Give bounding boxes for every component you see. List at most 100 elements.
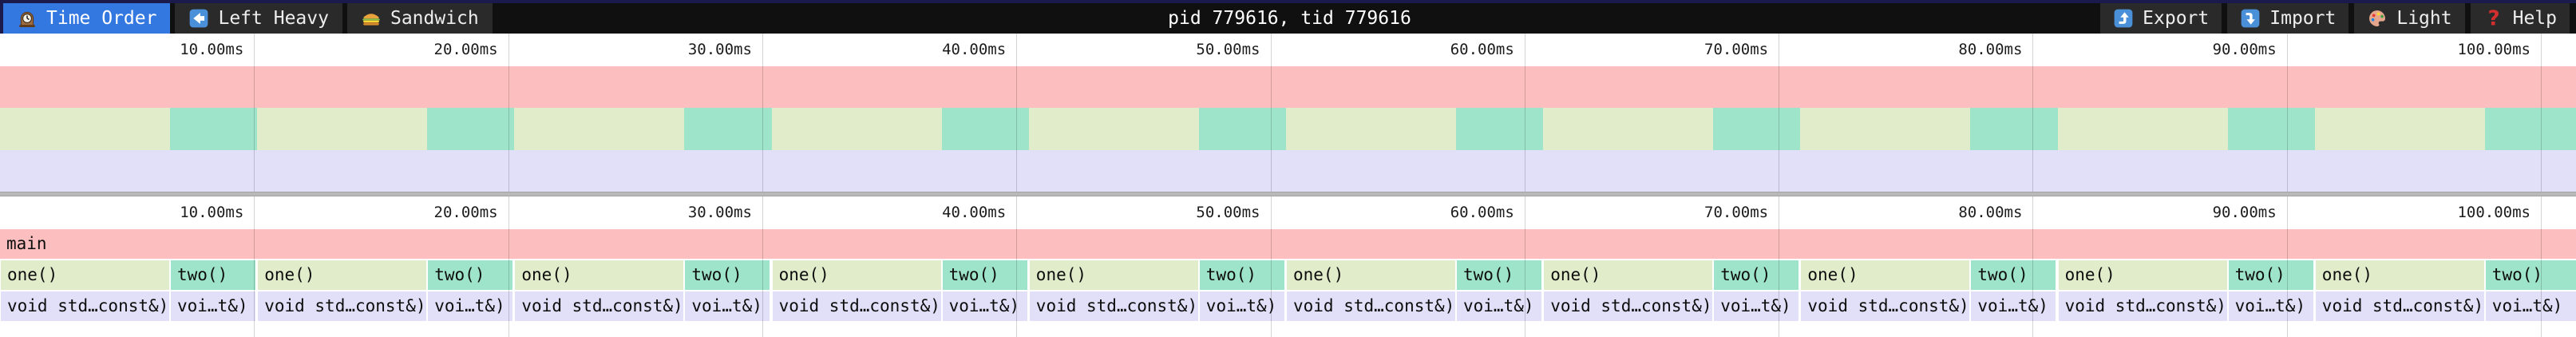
minimap-two-segment <box>2484 108 2576 150</box>
time-tick-label: 10.00ms <box>180 204 244 221</box>
frame-one-detail[interactable]: void std…const&) <box>2315 291 2484 321</box>
frame-one[interactable]: one() <box>515 260 684 290</box>
frame-two-detail[interactable]: voi…t&) <box>2228 291 2313 321</box>
frame-main[interactable]: main <box>0 229 2576 259</box>
frame-two[interactable]: two() <box>1714 260 1799 290</box>
frame-two[interactable]: two() <box>2485 260 2576 290</box>
frame-two-detail[interactable]: voi…t&) <box>1714 291 1799 321</box>
button-label: Export <box>2143 8 2210 29</box>
time-tick-label: 50.00ms <box>1196 41 1260 58</box>
minimap-divider[interactable] <box>0 192 2576 196</box>
tab-time-order[interactable]: Time Order <box>3 3 171 34</box>
time-gridline <box>2286 34 2288 192</box>
time-tick-label: 100.00ms <box>2457 204 2530 221</box>
time-gridline <box>508 196 509 337</box>
frame-two[interactable]: two() <box>942 260 1027 290</box>
frame-two-detail[interactable]: voi…t&) <box>2485 291 2576 321</box>
frame-two[interactable]: two() <box>171 260 255 290</box>
time-tick-label: 30.00ms <box>687 204 752 221</box>
time-gridline <box>254 34 255 192</box>
import-button[interactable]: Import <box>2227 3 2349 34</box>
export-button[interactable]: Export <box>2100 3 2222 34</box>
tab-left-heavy[interactable]: Left Heavy <box>175 3 342 34</box>
frame-two-detail[interactable]: voi…t&) <box>685 291 770 321</box>
frame-one[interactable]: one() <box>1 260 169 290</box>
button-label: Import <box>2269 8 2337 29</box>
frame-two-detail[interactable]: voi…t&) <box>171 291 255 321</box>
frame-two[interactable]: two() <box>1457 260 1541 290</box>
frame-two[interactable]: two() <box>1199 260 1284 290</box>
question-icon: ? <box>2483 8 2504 29</box>
minimap-two-segment <box>1198 108 1286 150</box>
time-gridline <box>2541 34 2542 192</box>
frame-two[interactable]: two() <box>685 260 770 290</box>
frame-two-detail[interactable]: voi…t&) <box>942 291 1027 321</box>
frame-one-detail[interactable]: void std…const&) <box>772 291 941 321</box>
time-gridline <box>1270 34 1272 192</box>
frame-one[interactable]: one() <box>2315 260 2484 290</box>
minimap-two-segment <box>1713 108 1801 150</box>
tab-sandwich[interactable]: Sandwich <box>346 3 493 34</box>
frame-one-detail[interactable]: void std…const&) <box>2058 291 2227 321</box>
tab-label: Time Order <box>46 8 157 29</box>
minimap-row-level2 <box>0 150 2576 192</box>
time-gridline <box>762 196 763 337</box>
left-arrow-icon <box>188 8 209 29</box>
import-icon <box>2240 8 2261 29</box>
frame-one[interactable]: one() <box>772 260 941 290</box>
time-tick-label: 10.00ms <box>180 41 244 58</box>
button-label: Help <box>2512 8 2557 29</box>
svg-text:?: ? <box>2487 8 2499 29</box>
flamegraph[interactable]: main one() two() void std…const&) voi…t&) one… <box>0 196 2576 337</box>
frame-one[interactable]: one() <box>1029 260 1198 290</box>
time-gridline <box>1270 196 1272 337</box>
time-gridline <box>2541 196 2542 337</box>
frame-one-detail[interactable]: void std…const&) <box>1544 291 1713 321</box>
time-tick-label: 60.00ms <box>1450 41 1514 58</box>
time-tick-label: 80.00ms <box>1958 41 2023 58</box>
minimap-two-segment <box>941 108 1029 150</box>
frame-one[interactable]: one() <box>1801 260 1970 290</box>
frame-one-detail[interactable]: void std…const&) <box>1801 291 1970 321</box>
minimap-two-segment <box>427 108 515 150</box>
frame-two-detail[interactable]: voi…t&) <box>1457 291 1541 321</box>
frame-one-detail[interactable]: void std…const&) <box>1287 291 1455 321</box>
help-button[interactable]: ? Help <box>2470 3 2570 34</box>
time-tick-label: 90.00ms <box>2212 204 2277 221</box>
frame-two-detail[interactable]: voi…t&) <box>1199 291 1284 321</box>
frame-two-detail[interactable]: voi…t&) <box>428 291 513 321</box>
toolbar: Time Order Left Heavy Sandwich pid 779616,… <box>0 3 2576 34</box>
frame-one[interactable]: one() <box>1544 260 1713 290</box>
frame-one-detail[interactable]: void std…const&) <box>515 291 684 321</box>
time-tick-label: 70.00ms <box>1704 204 1769 221</box>
minimap-two-segment <box>2227 108 2315 150</box>
sandwich-icon <box>361 8 382 29</box>
export-icon <box>2113 8 2134 29</box>
frame-one[interactable]: one() <box>2058 260 2227 290</box>
time-tick-label: 30.00ms <box>687 41 752 58</box>
frame-one-detail[interactable]: void std…const&) <box>258 291 427 321</box>
time-gridline <box>2286 196 2288 337</box>
time-tick-label: 40.00ms <box>942 204 1007 221</box>
frame-two[interactable]: two() <box>428 260 513 290</box>
theme-button[interactable]: Light <box>2354 3 2465 34</box>
frame-two[interactable]: two() <box>2228 260 2313 290</box>
frame-two-detail[interactable]: voi…t&) <box>1971 291 2056 321</box>
time-gridline <box>2032 34 2034 192</box>
palette-icon <box>2367 8 2388 29</box>
tab-label: Sandwich <box>390 8 479 29</box>
time-gridline <box>508 34 509 192</box>
minimap-two-segment <box>1970 108 2058 150</box>
frame-one[interactable]: one() <box>258 260 427 290</box>
frame-two[interactable]: two() <box>1971 260 2056 290</box>
clock-icon <box>17 8 38 29</box>
time-tick-label: 20.00ms <box>433 41 498 58</box>
view-tabs: Time Order Left Heavy Sandwich <box>3 3 493 34</box>
frame-one-detail[interactable]: void std…const&) <box>1029 291 1198 321</box>
time-gridline <box>762 34 763 192</box>
minimap[interactable]: 10.00ms 20.00ms 30.00ms 40.00ms 50.00ms 60.00… <box>0 34 2576 192</box>
time-tick-label: 40.00ms <box>942 41 1007 58</box>
frame-one[interactable]: one() <box>1287 260 1455 290</box>
time-tick-label: 60.00ms <box>1450 204 1514 221</box>
frame-one-detail[interactable]: void std…const&) <box>1 291 169 321</box>
